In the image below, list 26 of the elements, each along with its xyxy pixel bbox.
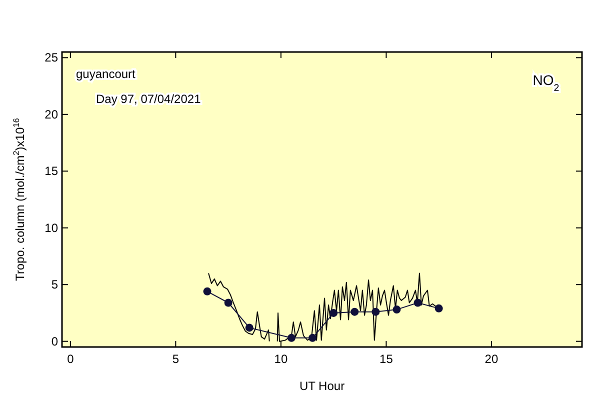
x-tick-label: 5 xyxy=(172,352,180,366)
point xyxy=(330,308,338,317)
y-tick-label: 15 xyxy=(44,164,58,178)
point xyxy=(203,287,212,296)
y-tick-label: 0 xyxy=(51,334,58,348)
x-axis-title: UT Hour xyxy=(299,379,345,393)
point xyxy=(308,334,317,342)
x-tick-label: 10 xyxy=(274,352,288,366)
annotation: guyancourt xyxy=(76,67,136,81)
x-tick-label: 20 xyxy=(484,352,498,366)
y-tick-label: 20 xyxy=(44,107,58,122)
point xyxy=(287,334,296,342)
x-tick-label: 15 xyxy=(380,352,394,366)
x-tick-label: 0 xyxy=(67,352,74,366)
annotation: Day 97, 07/04/2021 xyxy=(96,92,202,106)
point xyxy=(414,298,422,307)
y-tick-label: 10 xyxy=(44,220,58,235)
point xyxy=(350,308,359,316)
point xyxy=(434,304,443,312)
point xyxy=(224,298,232,307)
y-tick-label: 5 xyxy=(51,278,58,292)
y-tick-label: 25 xyxy=(44,50,58,65)
point xyxy=(372,308,380,316)
point xyxy=(392,306,401,314)
annotation: NO$_{2}$ xyxy=(532,72,560,94)
point xyxy=(245,324,254,332)
